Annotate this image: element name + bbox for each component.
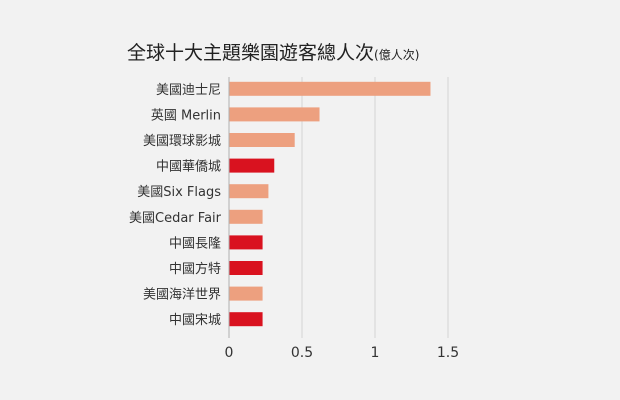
chart-title: 全球十大主題樂園遊客總人次(億人次) [127,38,419,65]
bar [229,312,263,327]
category-label: 美國迪士尼 [156,83,221,98]
category-label: 中國長隆 [169,236,221,251]
category-label: 美國Cedar Fair [129,211,222,226]
category-label: 中國華僑城 [156,160,221,175]
chart-title-unit: (億人次) [374,48,420,62]
category-label: 美國環球影城 [143,134,221,149]
category-label: 美國海洋世界 [143,288,221,303]
category-label: 美國Six Flags [137,185,221,200]
x-tick-label: 1.5 [437,345,459,361]
category-label: 中國方特 [169,261,221,277]
category-label: 中國宋城 [169,313,221,328]
x-tick-label: 1 [371,345,380,361]
bar [229,158,275,173]
category-label: 英國 Merlin [151,108,221,123]
bar [229,107,320,122]
chart-title-main: 全球十大主題樂園遊客總人次 [127,42,375,64]
bar [229,235,263,250]
bar [229,286,263,301]
bar [229,209,263,224]
bar [229,133,295,147]
bar [229,184,269,199]
x-tick-label: 0 [225,345,234,361]
bar [229,81,431,96]
bar [229,261,263,275]
x-tick-label: 0.5 [291,345,313,361]
